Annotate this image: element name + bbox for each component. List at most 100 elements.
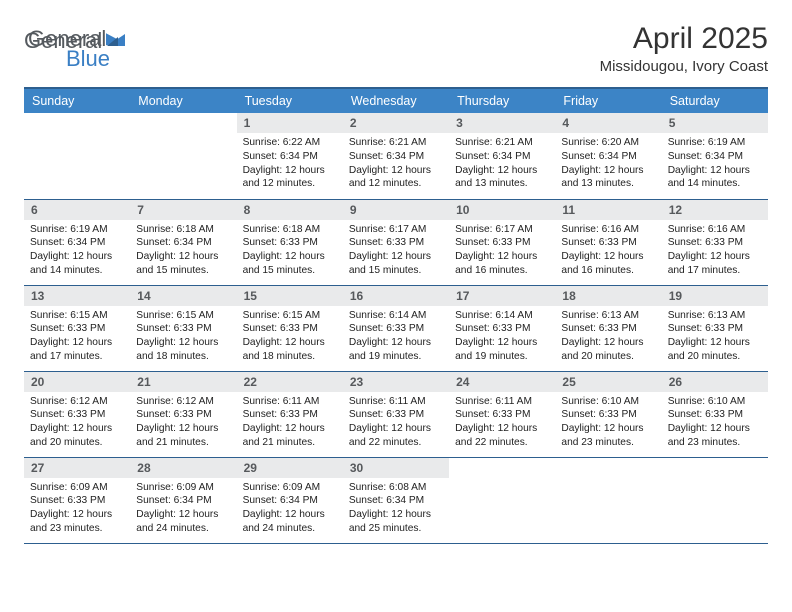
calendar-day-cell: 19Sunrise: 6:13 AMSunset: 6:33 PMDayligh… [662, 285, 768, 371]
daylight-text: Daylight: 12 hours and 19 minutes. [349, 336, 443, 364]
day-number: 18 [555, 286, 661, 306]
sunset-text: Sunset: 6:33 PM [455, 408, 549, 422]
calendar-day-cell [130, 113, 236, 199]
day-number: 9 [343, 200, 449, 220]
sunrise-text: Sunrise: 6:21 AM [455, 136, 549, 150]
sunset-text: Sunset: 6:33 PM [668, 408, 762, 422]
calendar-day-cell: 11Sunrise: 6:16 AMSunset: 6:33 PMDayligh… [555, 199, 661, 285]
daylight-text: Daylight: 12 hours and 15 minutes. [243, 250, 337, 278]
sunset-text: Sunset: 6:33 PM [30, 494, 124, 508]
daylight-text: Daylight: 12 hours and 24 minutes. [243, 508, 337, 536]
calendar-day-cell: 17Sunrise: 6:14 AMSunset: 6:33 PMDayligh… [449, 285, 555, 371]
sunrise-text: Sunrise: 6:14 AM [455, 309, 549, 323]
day-details: Sunrise: 6:21 AMSunset: 6:34 PMDaylight:… [449, 133, 555, 193]
calendar-day-cell [449, 457, 555, 543]
day-details: Sunrise: 6:18 AMSunset: 6:34 PMDaylight:… [130, 220, 236, 280]
day-number: 27 [24, 458, 130, 478]
calendar-day-cell: 1Sunrise: 6:22 AMSunset: 6:34 PMDaylight… [237, 113, 343, 199]
sunset-text: Sunset: 6:33 PM [243, 236, 337, 250]
sunset-text: Sunset: 6:34 PM [30, 236, 124, 250]
calendar-week-row: 6Sunrise: 6:19 AMSunset: 6:34 PMDaylight… [24, 199, 768, 285]
sunrise-text: Sunrise: 6:19 AM [30, 223, 124, 237]
daylight-text: Daylight: 12 hours and 19 minutes. [455, 336, 549, 364]
sunrise-text: Sunrise: 6:12 AM [30, 395, 124, 409]
daylight-text: Daylight: 12 hours and 15 minutes. [349, 250, 443, 278]
sunset-text: Sunset: 6:34 PM [136, 236, 230, 250]
sunrise-text: Sunrise: 6:13 AM [561, 309, 655, 323]
calendar-day-cell: 21Sunrise: 6:12 AMSunset: 6:33 PMDayligh… [130, 371, 236, 457]
calendar-week-row: 20Sunrise: 6:12 AMSunset: 6:33 PMDayligh… [24, 371, 768, 457]
calendar-day-cell: 15Sunrise: 6:15 AMSunset: 6:33 PMDayligh… [237, 285, 343, 371]
day-details: Sunrise: 6:14 AMSunset: 6:33 PMDaylight:… [449, 306, 555, 366]
day-details: Sunrise: 6:09 AMSunset: 6:33 PMDaylight:… [24, 478, 130, 538]
day-number: 20 [24, 372, 130, 392]
day-details: Sunrise: 6:11 AMSunset: 6:33 PMDaylight:… [343, 392, 449, 452]
daylight-text: Daylight: 12 hours and 12 minutes. [243, 164, 337, 192]
sunset-text: Sunset: 6:33 PM [349, 408, 443, 422]
daylight-text: Daylight: 12 hours and 14 minutes. [30, 250, 124, 278]
day-details: Sunrise: 6:09 AMSunset: 6:34 PMDaylight:… [130, 478, 236, 538]
day-details: Sunrise: 6:19 AMSunset: 6:34 PMDaylight:… [24, 220, 130, 280]
weekday-header: Friday [555, 88, 661, 113]
calendar-week-row: 1Sunrise: 6:22 AMSunset: 6:34 PMDaylight… [24, 113, 768, 199]
sunrise-text: Sunrise: 6:11 AM [243, 395, 337, 409]
calendar-day-cell [662, 457, 768, 543]
daylight-text: Daylight: 12 hours and 17 minutes. [30, 336, 124, 364]
sunrise-text: Sunrise: 6:18 AM [243, 223, 337, 237]
sunrise-text: Sunrise: 6:17 AM [455, 223, 549, 237]
calendar-day-cell: 18Sunrise: 6:13 AMSunset: 6:33 PMDayligh… [555, 285, 661, 371]
daylight-text: Daylight: 12 hours and 22 minutes. [349, 422, 443, 450]
sunrise-text: Sunrise: 6:14 AM [349, 309, 443, 323]
sunrise-text: Sunrise: 6:12 AM [136, 395, 230, 409]
sunset-text: Sunset: 6:33 PM [455, 236, 549, 250]
day-number: 4 [555, 113, 661, 133]
calendar-day-cell: 4Sunrise: 6:20 AMSunset: 6:34 PMDaylight… [555, 113, 661, 199]
daylight-text: Daylight: 12 hours and 16 minutes. [455, 250, 549, 278]
sunset-text: Sunset: 6:33 PM [243, 408, 337, 422]
calendar-day-cell: 5Sunrise: 6:19 AMSunset: 6:34 PMDaylight… [662, 113, 768, 199]
sunrise-text: Sunrise: 6:13 AM [668, 309, 762, 323]
sunset-text: Sunset: 6:33 PM [136, 322, 230, 336]
day-number: 30 [343, 458, 449, 478]
calendar-day-cell: 7Sunrise: 6:18 AMSunset: 6:34 PMDaylight… [130, 199, 236, 285]
weekday-header: Monday [130, 88, 236, 113]
calendar-day-cell: 10Sunrise: 6:17 AMSunset: 6:33 PMDayligh… [449, 199, 555, 285]
daylight-text: Daylight: 12 hours and 13 minutes. [455, 164, 549, 192]
sunrise-text: Sunrise: 6:17 AM [349, 223, 443, 237]
day-details: Sunrise: 6:08 AMSunset: 6:34 PMDaylight:… [343, 478, 449, 538]
calendar-day-cell: 16Sunrise: 6:14 AMSunset: 6:33 PMDayligh… [343, 285, 449, 371]
sunset-text: Sunset: 6:34 PM [243, 150, 337, 164]
sunset-text: Sunset: 6:33 PM [243, 322, 337, 336]
day-number: 19 [662, 286, 768, 306]
day-details: Sunrise: 6:17 AMSunset: 6:33 PMDaylight:… [449, 220, 555, 280]
day-details: Sunrise: 6:11 AMSunset: 6:33 PMDaylight:… [237, 392, 343, 452]
day-number: 11 [555, 200, 661, 220]
sunrise-text: Sunrise: 6:19 AM [668, 136, 762, 150]
calendar-day-cell: 20Sunrise: 6:12 AMSunset: 6:33 PMDayligh… [24, 371, 130, 457]
sunset-text: Sunset: 6:34 PM [561, 150, 655, 164]
day-details: Sunrise: 6:15 AMSunset: 6:33 PMDaylight:… [237, 306, 343, 366]
day-details: Sunrise: 6:15 AMSunset: 6:33 PMDaylight:… [130, 306, 236, 366]
day-number: 17 [449, 286, 555, 306]
sunset-text: Sunset: 6:33 PM [349, 236, 443, 250]
day-number: 3 [449, 113, 555, 133]
calendar-day-cell: 6Sunrise: 6:19 AMSunset: 6:34 PMDaylight… [24, 199, 130, 285]
sunrise-text: Sunrise: 6:09 AM [30, 481, 124, 495]
calendar-body: 1Sunrise: 6:22 AMSunset: 6:34 PMDaylight… [24, 113, 768, 543]
day-details: Sunrise: 6:14 AMSunset: 6:33 PMDaylight:… [343, 306, 449, 366]
daylight-text: Daylight: 12 hours and 25 minutes. [349, 508, 443, 536]
day-details: Sunrise: 6:21 AMSunset: 6:34 PMDaylight:… [343, 133, 449, 193]
day-number: 25 [555, 372, 661, 392]
daylight-text: Daylight: 12 hours and 23 minutes. [561, 422, 655, 450]
sunset-text: Sunset: 6:33 PM [136, 408, 230, 422]
sunset-text: Sunset: 6:33 PM [561, 408, 655, 422]
daylight-text: Daylight: 12 hours and 23 minutes. [668, 422, 762, 450]
calendar-day-cell: 3Sunrise: 6:21 AMSunset: 6:34 PMDaylight… [449, 113, 555, 199]
sunrise-text: Sunrise: 6:15 AM [243, 309, 337, 323]
day-details: Sunrise: 6:20 AMSunset: 6:34 PMDaylight:… [555, 133, 661, 193]
daylight-text: Daylight: 12 hours and 14 minutes. [668, 164, 762, 192]
day-details: Sunrise: 6:19 AMSunset: 6:34 PMDaylight:… [662, 133, 768, 193]
day-number: 26 [662, 372, 768, 392]
sunset-text: Sunset: 6:33 PM [561, 322, 655, 336]
sunrise-text: Sunrise: 6:15 AM [136, 309, 230, 323]
